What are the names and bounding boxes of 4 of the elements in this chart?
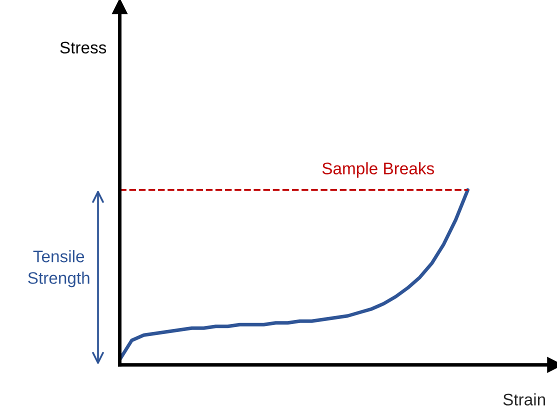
text: Stress bbox=[60, 42, 106, 54]
ref-line-label: Sample Breaks bbox=[322, 162, 434, 178]
x-axis-title: Strain bbox=[503, 393, 546, 406]
text: Tensile Strength bbox=[28, 250, 90, 288]
